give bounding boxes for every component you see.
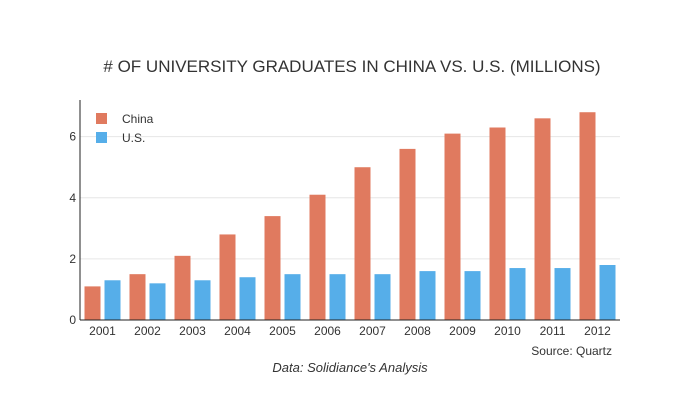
bar-us-2009[interactable] [464,271,481,320]
legend-swatch-us[interactable] [96,132,107,143]
bar-china-2003[interactable] [174,255,191,320]
bar-china-2012[interactable] [579,112,596,320]
x-tick-label: 2003 [179,324,206,338]
x-tick-label: 2010 [494,324,521,338]
bar-china-2009[interactable] [444,133,461,320]
chart-title: # OF UNIVERSITY GRADUATES IN CHINA VS. U… [103,57,600,76]
x-tick-label: 2009 [449,324,476,338]
y-tick-label: 2 [69,252,76,266]
x-tick-label: 2012 [584,324,611,338]
bar-china-2007[interactable] [354,167,371,320]
x-tick-label: 2002 [134,324,161,338]
bar-us-2008[interactable] [419,271,436,320]
x-tick-label: 2001 [89,324,116,338]
bar-china-2005[interactable] [264,216,281,320]
source-annotation: Source: Quartz [531,344,612,358]
legend-label-us[interactable]: U.S. [122,131,145,145]
bar-us-2001[interactable] [104,280,121,320]
bar-china-2001[interactable] [84,286,101,320]
x-tick-label: 2011 [540,324,566,338]
x-tick-label: 2008 [404,324,431,338]
bar-us-2005[interactable] [284,274,301,320]
bar-us-2012[interactable] [599,265,616,320]
bar-china-2004[interactable] [219,234,236,320]
gridlines [80,136,620,260]
y-tick-label: 6 [69,130,76,144]
bar-us-2010[interactable] [509,268,526,320]
bar-us-2006[interactable] [329,274,346,320]
bar-china-2011[interactable] [534,118,551,320]
bar-china-2010[interactable] [489,127,506,321]
legend-swatch-china[interactable] [96,113,107,124]
y-axis-ticks: 0 2 4 6 [69,130,76,327]
bar-us-2003[interactable] [194,280,211,320]
bar-china-2008[interactable] [399,148,416,320]
x-tick-label: 2006 [314,324,341,338]
data-note-annotation: Data: Solidiance's Analysis [272,360,428,375]
legend[interactable]: China U.S. [96,112,154,145]
y-tick-label: 0 [69,313,76,327]
bar-china-2002[interactable] [129,274,146,320]
legend-label-china[interactable]: China [122,112,154,126]
x-tick-label: 2005 [269,324,296,338]
x-axis-ticks: 2001 2002 2003 2004 2005 2006 2007 2008 2009 2010… [89,324,611,338]
bar-us-2004[interactable] [239,277,256,320]
bars[interactable] [84,112,616,321]
x-tick-label: 2004 [224,324,251,338]
x-tick-label: 2007 [359,324,386,338]
bar-us-2002[interactable] [149,283,166,320]
y-tick-label: 4 [69,191,76,205]
bar-china-2006[interactable] [309,194,326,320]
bar-us-2007[interactable] [374,274,391,320]
bar-us-2011[interactable] [554,268,571,320]
